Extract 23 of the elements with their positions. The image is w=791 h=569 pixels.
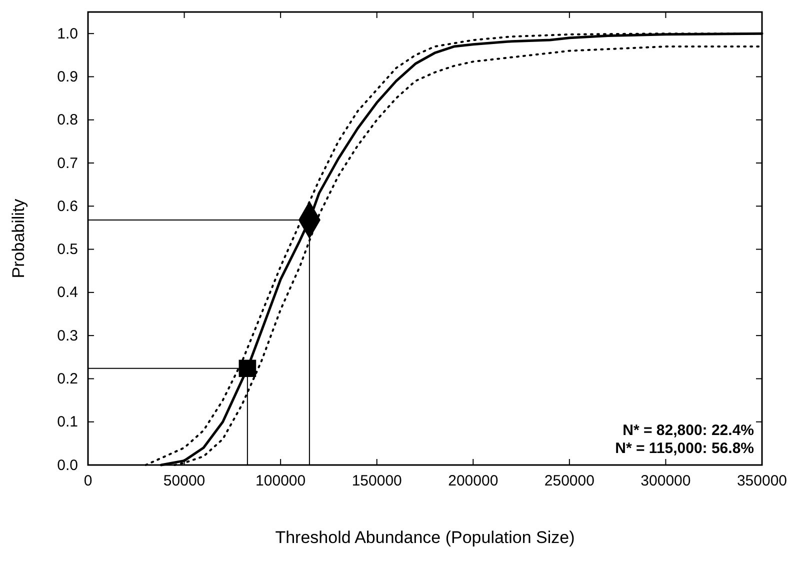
x-tick-label: 350000 bbox=[736, 472, 788, 490]
x-tick-label: 100000 bbox=[256, 472, 306, 490]
y-tick-label: 0.8 bbox=[57, 112, 78, 129]
y-tick-label: 0.3 bbox=[57, 327, 78, 344]
y-tick-label: 0.1 bbox=[57, 414, 78, 431]
annotation: N* = 115,000: 56.8% bbox=[615, 440, 754, 457]
y-tick-label: 0.2 bbox=[57, 370, 78, 388]
y-tick-label: 0.6 bbox=[57, 198, 78, 215]
x-tick-label: 250000 bbox=[544, 472, 594, 490]
x-tick-label: 0 bbox=[84, 472, 92, 490]
y-tick-label: 0.7 bbox=[57, 154, 78, 172]
y-tick-label: 1.0 bbox=[57, 25, 78, 42]
x-axis-title: Threshold Abundance (Population Size) bbox=[275, 528, 575, 547]
x-tick-label: 200000 bbox=[448, 472, 498, 490]
x-tick-label: 150000 bbox=[352, 472, 402, 490]
y-tick-label: 0.9 bbox=[57, 68, 78, 86]
x-tick-label: 300000 bbox=[640, 472, 691, 490]
annotation: N* = 82,800: 22.4% bbox=[622, 422, 754, 439]
y-tick-label: 0.5 bbox=[57, 241, 78, 258]
y-tick-label: 0.4 bbox=[57, 284, 78, 302]
y-axis-title: Probability bbox=[9, 198, 28, 278]
y-tick-label: 0.0 bbox=[57, 456, 78, 474]
x-tick-label: 50000 bbox=[163, 472, 206, 490]
